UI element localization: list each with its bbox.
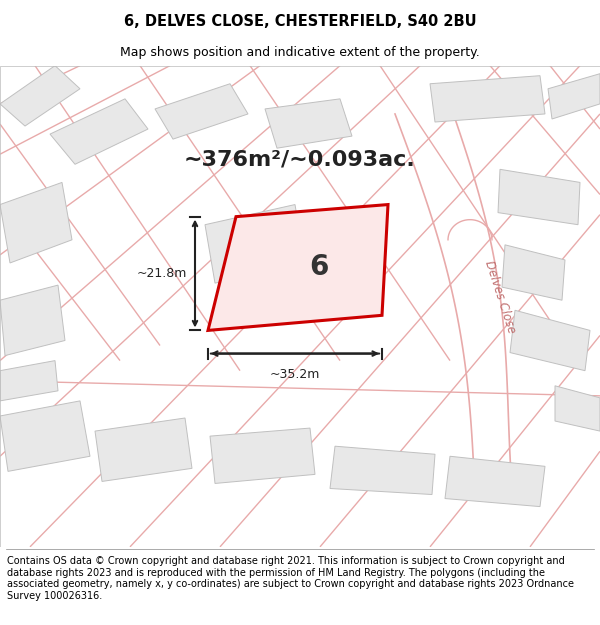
Text: 6: 6 — [309, 253, 328, 281]
Polygon shape — [0, 285, 65, 356]
Polygon shape — [0, 182, 72, 263]
Text: Delves Close: Delves Close — [482, 259, 518, 335]
Polygon shape — [210, 428, 315, 484]
Polygon shape — [498, 169, 580, 225]
Polygon shape — [555, 386, 600, 431]
Text: ~35.2m: ~35.2m — [270, 368, 320, 381]
Text: ~376m²/~0.093ac.: ~376m²/~0.093ac. — [184, 149, 416, 169]
Polygon shape — [548, 74, 600, 119]
Polygon shape — [445, 456, 545, 507]
Polygon shape — [205, 204, 305, 283]
Polygon shape — [510, 310, 590, 371]
Polygon shape — [265, 99, 352, 148]
Text: 6, DELVES CLOSE, CHESTERFIELD, S40 2BU: 6, DELVES CLOSE, CHESTERFIELD, S40 2BU — [124, 14, 476, 29]
Polygon shape — [95, 418, 192, 481]
Text: Map shows position and indicative extent of the property.: Map shows position and indicative extent… — [120, 46, 480, 59]
Polygon shape — [0, 66, 80, 126]
Polygon shape — [50, 99, 148, 164]
Polygon shape — [330, 446, 435, 494]
Polygon shape — [0, 361, 58, 401]
Polygon shape — [208, 204, 388, 331]
Polygon shape — [502, 245, 565, 300]
Text: Contains OS data © Crown copyright and database right 2021. This information is : Contains OS data © Crown copyright and d… — [7, 556, 574, 601]
Polygon shape — [0, 401, 90, 471]
Polygon shape — [430, 76, 545, 122]
Text: ~21.8m: ~21.8m — [137, 267, 187, 280]
Polygon shape — [155, 84, 248, 139]
